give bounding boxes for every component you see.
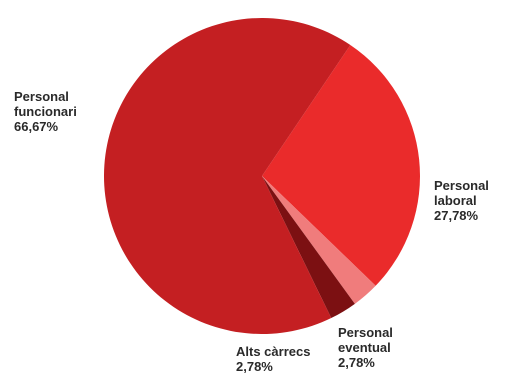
slice-name-line-laboral: laboral <box>434 193 477 208</box>
slice-label-funcionari: Personal funcionari 66,67% <box>14 89 77 134</box>
slice-name-line-eventual: Personal <box>338 325 393 340</box>
slice-value-eventual: 2,78% <box>338 355 375 370</box>
slice-label-alts-carrecs: Alts càrrecs 2,78% <box>236 344 310 374</box>
pie-slice-alts-carrecs <box>262 176 355 319</box>
slice-value-funcionari: 66,67% <box>14 119 59 134</box>
slice-name-line-eventual: eventual <box>338 340 391 355</box>
pie-slice-funcionari <box>103 17 351 334</box>
slice-name-line-laboral: Personal <box>434 178 489 193</box>
slice-label-laboral: Personal laboral 27,78% <box>434 178 489 223</box>
pie-slice-eventual <box>262 176 376 304</box>
slice-value-alts-carrecs: 2,78% <box>236 359 273 374</box>
slice-label-eventual: Personal eventual 2,78% <box>338 325 393 370</box>
slice-name-line-funcionari: Personal <box>14 89 69 104</box>
slice-name-line-alts-carrecs: Alts càrrecs <box>236 344 310 359</box>
pie-slice-laboral <box>262 45 420 286</box>
slice-name-line-funcionari: funcionari <box>14 104 77 119</box>
slice-value-laboral: 27,78% <box>434 208 479 223</box>
